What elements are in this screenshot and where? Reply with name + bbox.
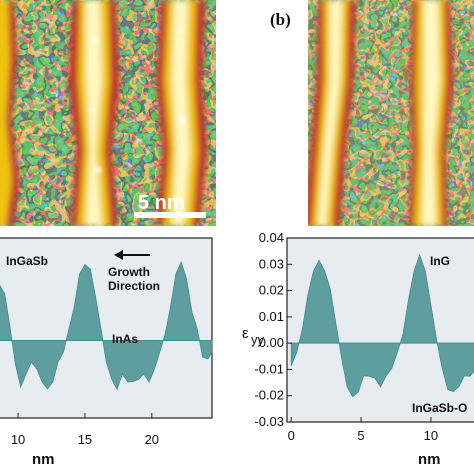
y-tick-label-b: -0.02 bbox=[254, 388, 284, 403]
annotation-ingasb-o: InGaSb-O bbox=[412, 401, 467, 415]
y-axis-label-b: ε yy bbox=[242, 325, 265, 347]
annotation-inas: InAs bbox=[112, 332, 138, 346]
y-tick-label-b: 0.03 bbox=[259, 256, 284, 271]
annotation-growth-direction-line1: Growth bbox=[108, 265, 150, 279]
y-tick-label-b: 0.02 bbox=[259, 283, 284, 298]
x-axis-label-a: nm bbox=[32, 451, 55, 468]
y-tick-label-b: -0.03 bbox=[254, 414, 284, 429]
x-tick-label-a-20: 20 bbox=[145, 432, 159, 447]
y-tick-label-b: -0.01 bbox=[254, 361, 284, 376]
profile-area-b bbox=[290, 253, 474, 398]
strain-map-a: 5 nm bbox=[0, 0, 216, 226]
growth-direction-arrow bbox=[114, 250, 150, 260]
y-tick-label-b: 0.00 bbox=[259, 335, 284, 350]
scale-bar bbox=[134, 212, 206, 218]
x-tick-label-b-0: 0 bbox=[288, 428, 295, 443]
y-tick-label-b: 0.04 bbox=[259, 230, 284, 245]
scale-bar-label: 5 nm bbox=[138, 192, 185, 214]
profile-area-a bbox=[0, 260, 213, 391]
x-tick-label-a-15: 15 bbox=[78, 432, 92, 447]
svg-text:yy: yy bbox=[251, 332, 265, 347]
svg-text:ε: ε bbox=[242, 325, 249, 342]
annotation-ing: InG bbox=[430, 254, 450, 268]
x-tick-label-b-5: 5 bbox=[357, 428, 364, 443]
profile-plot-a: InGaSb Growth Direction InAs nm 10 15 20 bbox=[0, 237, 213, 468]
annotation-ingasb: InGaSb bbox=[6, 254, 48, 268]
profile-plot-b: InG InGaSb-O nm ε yy 0 5 10 0.04 0.03 0.02 0.0… bbox=[242, 230, 474, 468]
annotation-growth-direction-line2: Direction bbox=[108, 279, 160, 293]
x-tick-label-a-10: 10 bbox=[11, 432, 25, 447]
x-axis-label-b: nm bbox=[418, 451, 441, 468]
panel-b-letter: (b) bbox=[270, 10, 291, 29]
x-tick-label-b-10: 10 bbox=[424, 428, 438, 443]
y-tick-label-b: 0.01 bbox=[259, 309, 284, 324]
strain-map-b bbox=[308, 0, 474, 226]
